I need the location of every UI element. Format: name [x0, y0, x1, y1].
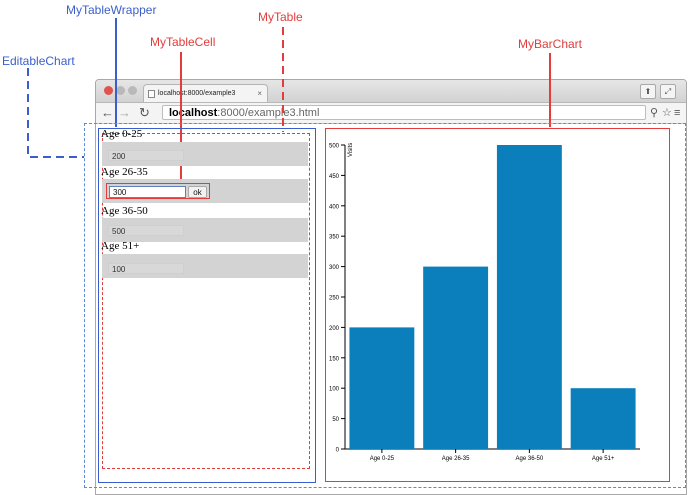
row-label-age-0-25: Age 0-25 — [101, 128, 143, 140]
bar — [423, 266, 489, 449]
row-label-age-51-plus: Age 51+ — [101, 240, 140, 252]
y-tick-label: 50 — [332, 417, 339, 423]
browser-tab[interactable]: localhost:8000/example3 × — [143, 84, 268, 102]
table-row: 100 — [102, 254, 308, 278]
annotation-my-table-cell: MyTableCell — [150, 35, 216, 49]
annotation-editable-chart: EditableChart — [2, 54, 75, 68]
minimize-window-icon[interactable] — [116, 86, 125, 95]
tab-title: localhost:8000/example3 — [158, 90, 236, 97]
annotation-my-bar-chart: MyBarChart — [518, 37, 583, 51]
search-icon[interactable]: ⚲ — [650, 107, 659, 119]
fullscreen-icon[interactable]: ⤢ — [660, 84, 676, 99]
y-tick-label: 400 — [329, 204, 340, 210]
table-row: 200 — [102, 142, 308, 166]
profile-icon[interactable]: ⬆ — [640, 84, 656, 99]
bar — [570, 388, 636, 449]
bookmark-star-icon[interactable]: ☆ — [662, 107, 672, 119]
y-tick-label: 450 — [329, 174, 340, 180]
my-bar-chart — [325, 128, 670, 482]
zoom-window-icon[interactable] — [128, 86, 137, 95]
url-path: :8000/example3.html — [217, 107, 320, 119]
value-cell-age-36-50[interactable]: 500 — [108, 225, 184, 236]
value-cell-age-0-25[interactable]: 200 — [108, 150, 184, 161]
row-label-age-36-50: Age 36-50 — [101, 205, 148, 217]
title-bar: localhost:8000/example3 × ⬆ ⤢ — [96, 80, 686, 103]
y-axis-label: Visits — [348, 143, 354, 157]
back-icon[interactable]: ← — [101, 105, 114, 120]
y-tick-label: 350 — [329, 235, 340, 241]
my-table-cell — [106, 183, 210, 199]
x-tick-label: Age 36-50 — [516, 456, 544, 462]
table-row: 500 — [102, 218, 308, 242]
bar — [496, 145, 562, 449]
tab-close-icon[interactable]: × — [257, 89, 262, 98]
value-cell-age-51-plus[interactable]: 100 — [108, 263, 184, 274]
reload-icon[interactable]: ↻ — [139, 105, 150, 120]
y-tick-label: 100 — [329, 387, 340, 393]
x-tick-label: Age 26-35 — [442, 456, 470, 462]
close-window-icon[interactable] — [104, 86, 113, 95]
forward-icon[interactable]: → — [118, 105, 131, 120]
bar — [349, 327, 415, 449]
x-tick-label: Age 0-25 — [370, 456, 395, 462]
annotation-my-table: MyTable — [258, 10, 303, 24]
y-tick-label: 0 — [336, 448, 340, 454]
y-tick-label: 150 — [329, 356, 340, 362]
editable-chart-outline — [84, 123, 686, 488]
value-input-age-26-35[interactable]: 300 — [109, 186, 186, 198]
my-table — [102, 133, 310, 469]
y-tick-label: 200 — [329, 326, 340, 332]
annotation-my-table-wrapper: MyTableWrapper — [66, 3, 157, 17]
y-tick-label: 500 — [329, 144, 340, 150]
y-tick-label: 250 — [329, 296, 340, 302]
x-tick-label: Age 51+ — [592, 456, 615, 462]
y-tick-label: 300 — [329, 265, 340, 271]
row-label-age-26-35: Age 26-35 — [101, 166, 148, 178]
page-favicon-icon — [148, 90, 155, 98]
my-table-wrapper — [98, 128, 316, 483]
menu-icon[interactable]: ≡ — [674, 107, 681, 119]
ok-button[interactable]: ok — [188, 186, 207, 198]
